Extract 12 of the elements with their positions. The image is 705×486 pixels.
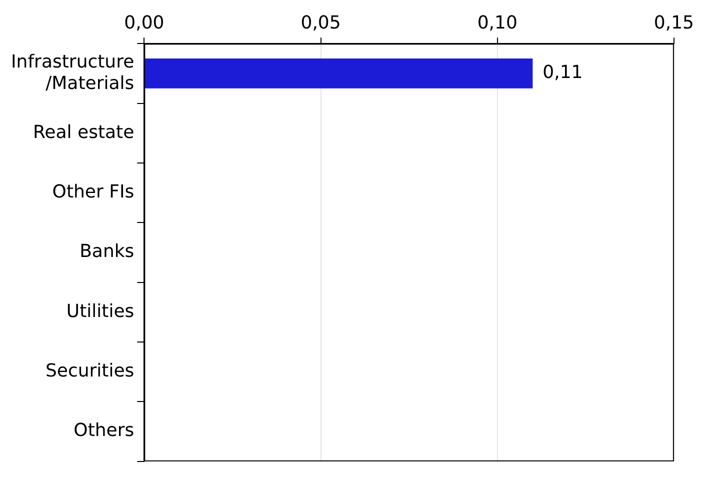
y-tick-label: Infrastructure /Materials — [11, 51, 134, 94]
y-tick-label: Real estate — [32, 122, 134, 143]
y-tick-label: Other FIs — [52, 181, 134, 202]
y-tick-label: Others — [74, 420, 134, 442]
y-tick-label: Utilities — [66, 300, 134, 322]
data-label: 0,11 — [542, 62, 583, 84]
x-tick-label: 0,10 — [477, 12, 518, 34]
x-tick-label: 0,00 — [124, 12, 164, 34]
y-tick-label: Securities — [45, 360, 134, 382]
y-tick-label: Banks — [80, 241, 134, 262]
x-tick-label: 0,05 — [300, 12, 341, 34]
x-tick-label: 0,15 — [654, 12, 694, 34]
